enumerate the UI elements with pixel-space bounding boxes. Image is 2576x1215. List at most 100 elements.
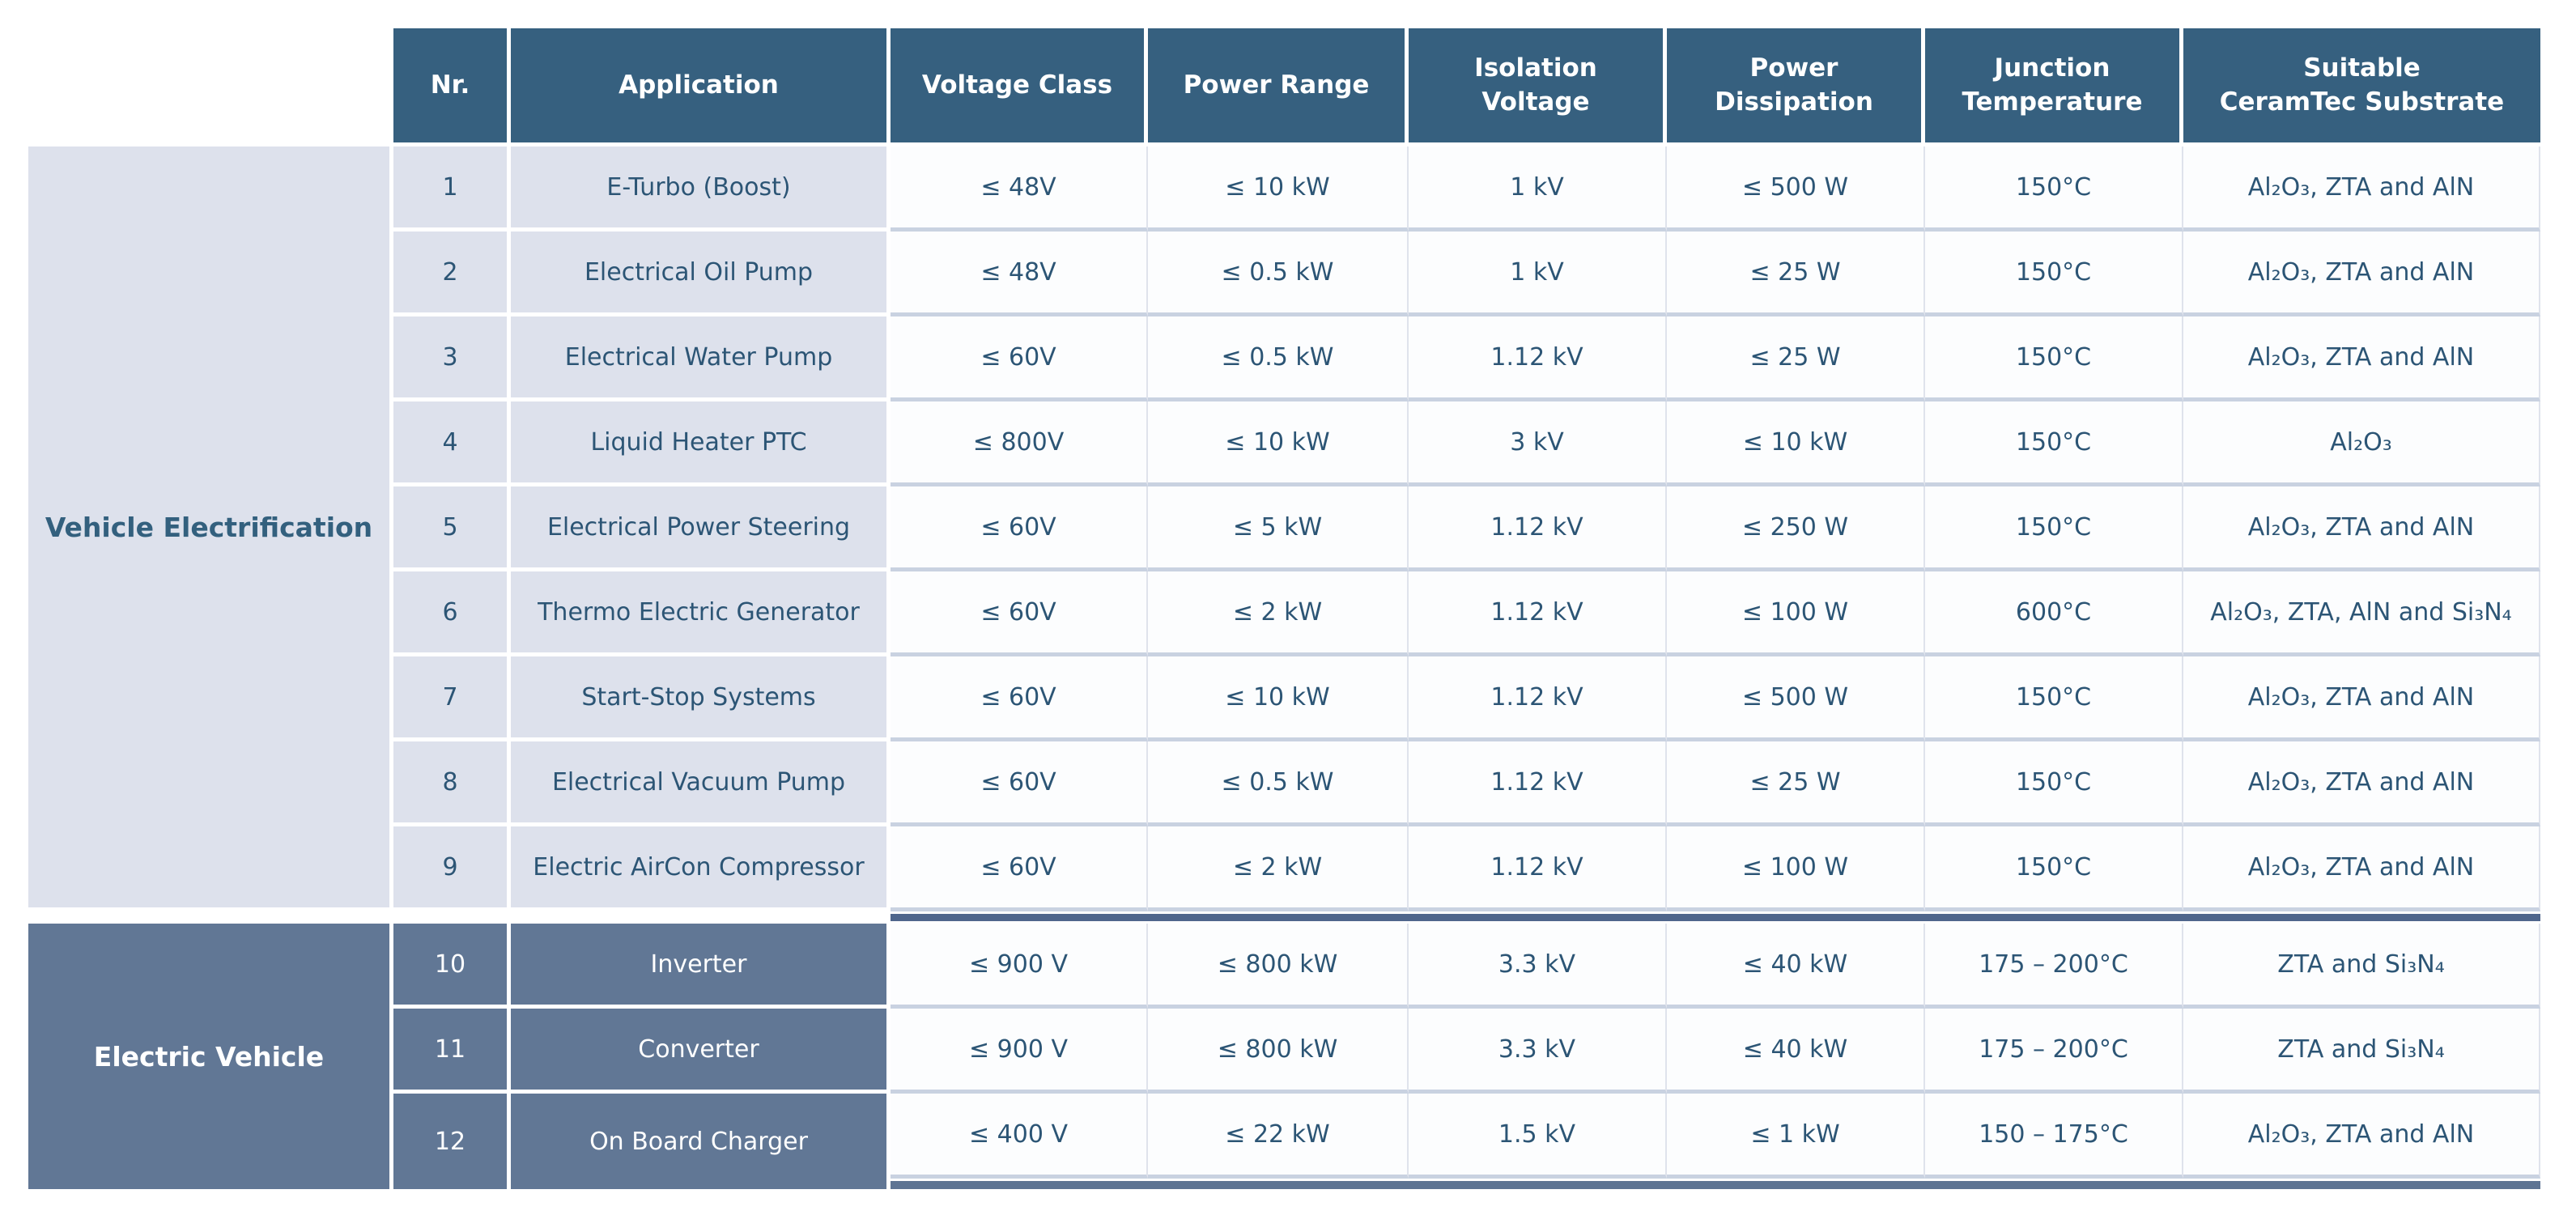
cell-substrate: Al₂O₃	[2183, 401, 2540, 486]
col-header-junction-temperature: Junction Temperature	[1925, 28, 2183, 147]
cell-substrate: Al₂O₃, ZTA and AlN	[2183, 486, 2540, 571]
group-label-vehicle-electrification: Vehicle Electrification	[28, 147, 393, 911]
cell-isolation-voltage: 1 kV	[1409, 232, 1667, 316]
cell-power-range: ≤ 800 kW	[1148, 1009, 1409, 1094]
cell-power-dissipation: ≤ 40 kW	[1667, 1009, 1925, 1094]
cell-nr: 10	[393, 924, 511, 1009]
cell-isolation-voltage: 1.12 kV	[1409, 826, 1667, 911]
cell-nr: 8	[393, 741, 511, 826]
cell-junction-temperature: 150°C	[1925, 741, 2183, 826]
cell-power-dissipation: ≤ 25 W	[1667, 232, 1925, 316]
cell-isolation-voltage: 1 kV	[1409, 147, 1667, 232]
cell-nr: 7	[393, 656, 511, 741]
cell-voltage-class: ≤ 60V	[891, 741, 1148, 826]
cell-voltage-class: ≤ 60V	[891, 316, 1148, 401]
cell-voltage-class: ≤ 48V	[891, 147, 1148, 232]
cell-nr: 2	[393, 232, 511, 316]
cell-voltage-class: ≤ 60V	[891, 486, 1148, 571]
cell-substrate: Al₂O₃, ZTA and AlN	[2183, 656, 2540, 741]
cell-nr: 4	[393, 401, 511, 486]
cell-application: Thermo Electric Generator	[511, 571, 891, 656]
cell-power-dissipation: ≤ 1 kW	[1667, 1094, 1925, 1179]
col-header-voltage-class: Voltage Class	[891, 28, 1148, 147]
cell-nr: 5	[393, 486, 511, 571]
cell-isolation-voltage: 1.12 kV	[1409, 571, 1667, 656]
cell-junction-temperature: 175 – 200°C	[1925, 924, 2183, 1009]
cell-junction-temperature: 150°C	[1925, 232, 2183, 316]
cell-application: Electrical Water Pump	[511, 316, 891, 401]
cell-power-range: ≤ 2 kW	[1148, 826, 1409, 911]
cell-substrate: Al₂O₃, ZTA and AlN	[2183, 232, 2540, 316]
cell-junction-temperature: 150°C	[1925, 147, 2183, 232]
cell-isolation-voltage: 1.5 kV	[1409, 1094, 1667, 1179]
cell-nr: 6	[393, 571, 511, 656]
cell-junction-temperature: 150°C	[1925, 486, 2183, 571]
table-bottom-bar	[891, 1179, 2540, 1189]
cell-power-range: ≤ 5 kW	[1148, 486, 1409, 571]
cell-power-dissipation: ≤ 25 W	[1667, 316, 1925, 401]
cell-application: Converter	[511, 1009, 891, 1094]
col-header-isolation-voltage: Isolation Voltage	[1409, 28, 1667, 147]
cell-power-range: ≤ 10 kW	[1148, 401, 1409, 486]
cell-nr: 3	[393, 316, 511, 401]
cell-substrate: Al₂O₃, ZTA and AlN	[2183, 826, 2540, 911]
cell-nr: 12	[393, 1094, 511, 1189]
cell-voltage-class: ≤ 60V	[891, 656, 1148, 741]
cell-power-dissipation: ≤ 100 W	[1667, 571, 1925, 656]
cell-application: Electrical Vacuum Pump	[511, 741, 891, 826]
cell-voltage-class: ≤ 800V	[891, 401, 1148, 486]
cell-application: Start-Stop Systems	[511, 656, 891, 741]
cell-voltage-class: ≤ 48V	[891, 232, 1148, 316]
cell-power-dissipation: ≤ 40 kW	[1667, 924, 1925, 1009]
cell-voltage-class: ≤ 60V	[891, 826, 1148, 911]
cell-power-dissipation: ≤ 500 W	[1667, 656, 1925, 741]
cell-junction-temperature: 150 – 175°C	[1925, 1094, 2183, 1179]
cell-substrate: Al₂O₃, ZTA and AlN	[2183, 1094, 2540, 1179]
substrate-applications-table: Nr. Application Voltage Class Power Rang…	[28, 28, 2540, 1189]
cell-isolation-voltage: 3.3 kV	[1409, 1009, 1667, 1094]
col-header-nr: Nr.	[393, 28, 511, 147]
cell-substrate: Al₂O₃, ZTA and AlN	[2183, 316, 2540, 401]
cell-isolation-voltage: 1.12 kV	[1409, 741, 1667, 826]
col-header-power-dissipation: Power Dissipation	[1667, 28, 1925, 147]
cell-power-dissipation: ≤ 250 W	[1667, 486, 1925, 571]
cell-isolation-voltage: 3 kV	[1409, 401, 1667, 486]
cell-voltage-class: ≤ 400 V	[891, 1094, 1148, 1179]
cell-power-range: ≤ 10 kW	[1148, 656, 1409, 741]
cell-substrate: ZTA and Si₃N₄	[2183, 1009, 2540, 1094]
cell-application: Electrical Power Steering	[511, 486, 891, 571]
cell-substrate: Al₂O₃, ZTA and AlN	[2183, 741, 2540, 826]
cell-power-dissipation: ≤ 25 W	[1667, 741, 1925, 826]
cell-junction-temperature: 175 – 200°C	[1925, 1009, 2183, 1094]
cell-junction-temperature: 600°C	[1925, 571, 2183, 656]
cell-application: Electric AirCon Compressor	[511, 826, 891, 911]
cell-junction-temperature: 150°C	[1925, 656, 2183, 741]
col-header-power-range: Power Range	[1148, 28, 1409, 147]
cell-power-range: ≤ 0.5 kW	[1148, 741, 1409, 826]
cell-voltage-class: ≤ 900 V	[891, 924, 1148, 1009]
cell-power-dissipation: ≤ 100 W	[1667, 826, 1925, 911]
cell-isolation-voltage: 1.12 kV	[1409, 486, 1667, 571]
cell-substrate: ZTA and Si₃N₄	[2183, 924, 2540, 1009]
cell-voltage-class: ≤ 900 V	[891, 1009, 1148, 1094]
cell-power-dissipation: ≤ 500 W	[1667, 147, 1925, 232]
col-header-application: Application	[511, 28, 891, 147]
cell-power-range: ≤ 0.5 kW	[1148, 316, 1409, 401]
cell-application: Inverter	[511, 924, 891, 1009]
cell-junction-temperature: 150°C	[1925, 316, 2183, 401]
cell-nr: 1	[393, 147, 511, 232]
cell-isolation-voltage: 3.3 kV	[1409, 924, 1667, 1009]
cell-substrate: Al₂O₃, ZTA and AlN	[2183, 147, 2540, 232]
cell-power-range: ≤ 800 kW	[1148, 924, 1409, 1009]
cell-voltage-class: ≤ 60V	[891, 571, 1148, 656]
cell-junction-temperature: 150°C	[1925, 401, 2183, 486]
cell-power-range: ≤ 2 kW	[1148, 571, 1409, 656]
cell-application: Liquid Heater PTC	[511, 401, 891, 486]
cell-nr: 11	[393, 1009, 511, 1094]
cell-power-range: ≤ 0.5 kW	[1148, 232, 1409, 316]
cell-junction-temperature: 150°C	[1925, 826, 2183, 911]
cell-power-dissipation: ≤ 10 kW	[1667, 401, 1925, 486]
cell-application: On Board Charger	[511, 1094, 891, 1189]
cell-nr: 9	[393, 826, 511, 911]
group-label-electric-vehicle: Electric Vehicle	[28, 924, 393, 1189]
